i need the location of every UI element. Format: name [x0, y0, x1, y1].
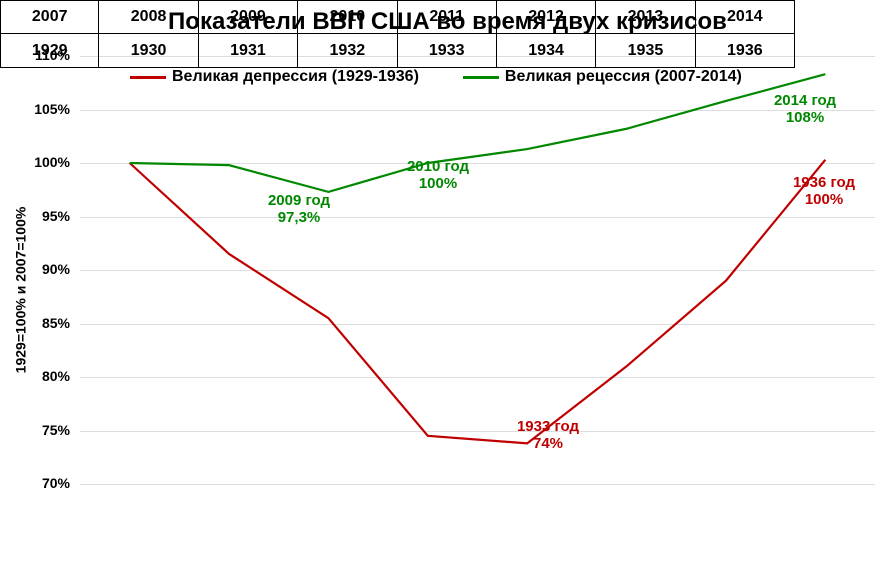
x-tick: 2011 — [398, 0, 497, 34]
x-tick: 1929 — [0, 34, 99, 68]
x-tick: 1936 — [696, 34, 795, 68]
x-tick: 1934 — [497, 34, 596, 68]
x-tick: 1932 — [298, 34, 397, 68]
x-tick: 2014 — [696, 0, 795, 34]
x-tick: 2012 — [497, 0, 596, 34]
annotation: 2009 год97,3% — [239, 192, 359, 227]
chart-container: Показатели ВВП США во время двух кризисо… — [0, 0, 895, 579]
legend-swatch — [463, 76, 499, 79]
x-tick: 1931 — [199, 34, 298, 68]
annotation: 2010 год100% — [378, 158, 498, 193]
x-tick: 2007 — [0, 0, 99, 34]
annotation: 1933 год74% — [488, 418, 608, 453]
legend-label: Великая депрессия (1929-1936) — [172, 68, 419, 86]
x-tick: 2010 — [298, 0, 397, 34]
legend-swatch — [130, 76, 166, 79]
x-tick: 1930 — [99, 34, 198, 68]
x-tick: 1935 — [596, 34, 695, 68]
x-tick: 2009 — [199, 0, 298, 34]
series-line — [130, 160, 826, 444]
legend: Великая депрессия (1929-1936) Великая рец… — [130, 68, 742, 86]
annotation: 1936 год100% — [764, 174, 884, 209]
x-tick: 1933 — [398, 34, 497, 68]
plot-area — [0, 0, 895, 579]
annotation: 2014 год108% — [745, 92, 865, 127]
x-tick: 2013 — [596, 0, 695, 34]
legend-label: Великая рецессия (2007-2014) — [505, 68, 742, 86]
x-tick: 2008 — [99, 0, 198, 34]
